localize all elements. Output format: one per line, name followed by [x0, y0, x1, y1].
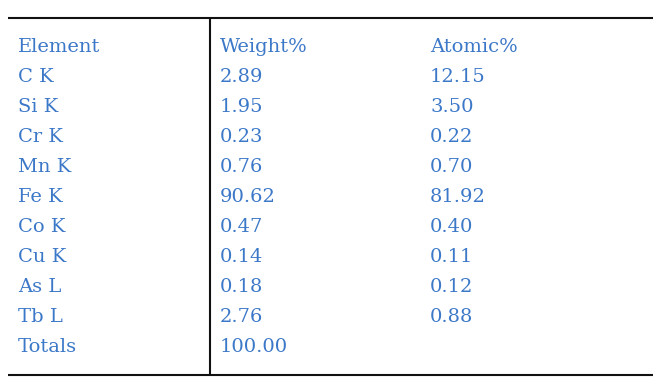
Text: 81.92: 81.92 [430, 188, 486, 206]
Text: 0.88: 0.88 [430, 308, 473, 326]
Text: 0.18: 0.18 [220, 278, 263, 296]
Text: Cu K: Cu K [18, 248, 66, 266]
Text: Totals: Totals [18, 338, 77, 356]
Text: 0.14: 0.14 [220, 248, 263, 266]
Text: 0.76: 0.76 [220, 158, 263, 176]
Text: Si K: Si K [18, 98, 58, 116]
Text: C K: C K [18, 68, 54, 86]
Text: 0.40: 0.40 [430, 218, 473, 236]
Text: 0.70: 0.70 [430, 158, 473, 176]
Text: 0.23: 0.23 [220, 128, 264, 146]
Text: As L: As L [18, 278, 61, 296]
Text: 0.12: 0.12 [430, 278, 473, 296]
Text: 0.11: 0.11 [430, 248, 473, 266]
Text: Element: Element [18, 38, 100, 56]
Text: Cr K: Cr K [18, 128, 63, 146]
Text: Tb L: Tb L [18, 308, 63, 326]
Text: Fe K: Fe K [18, 188, 63, 206]
Text: 0.47: 0.47 [220, 218, 263, 236]
Text: 2.89: 2.89 [220, 68, 264, 86]
Text: Co K: Co K [18, 218, 65, 236]
Text: 12.15: 12.15 [430, 68, 486, 86]
Text: Weight%: Weight% [220, 38, 308, 56]
Text: 90.62: 90.62 [220, 188, 276, 206]
Text: 100.00: 100.00 [220, 338, 288, 356]
Text: Mn K: Mn K [18, 158, 71, 176]
Text: 1.95: 1.95 [220, 98, 264, 116]
Text: 0.22: 0.22 [430, 128, 473, 146]
Text: 2.76: 2.76 [220, 308, 263, 326]
Text: Atomic%: Atomic% [430, 38, 518, 56]
Text: 3.50: 3.50 [430, 98, 473, 116]
